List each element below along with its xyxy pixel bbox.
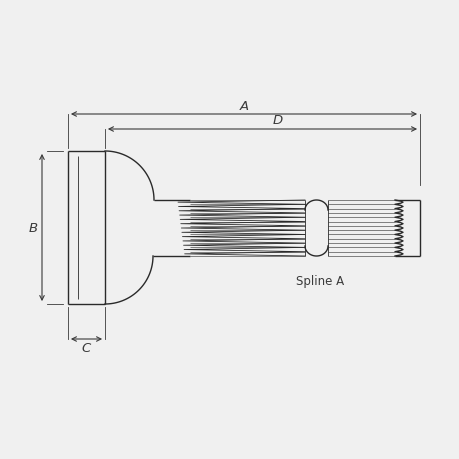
Text: A: A: [239, 99, 248, 112]
Text: B: B: [28, 222, 38, 235]
Text: Spline A: Spline A: [295, 274, 343, 287]
Text: C: C: [82, 342, 91, 355]
Text: D: D: [272, 114, 282, 127]
